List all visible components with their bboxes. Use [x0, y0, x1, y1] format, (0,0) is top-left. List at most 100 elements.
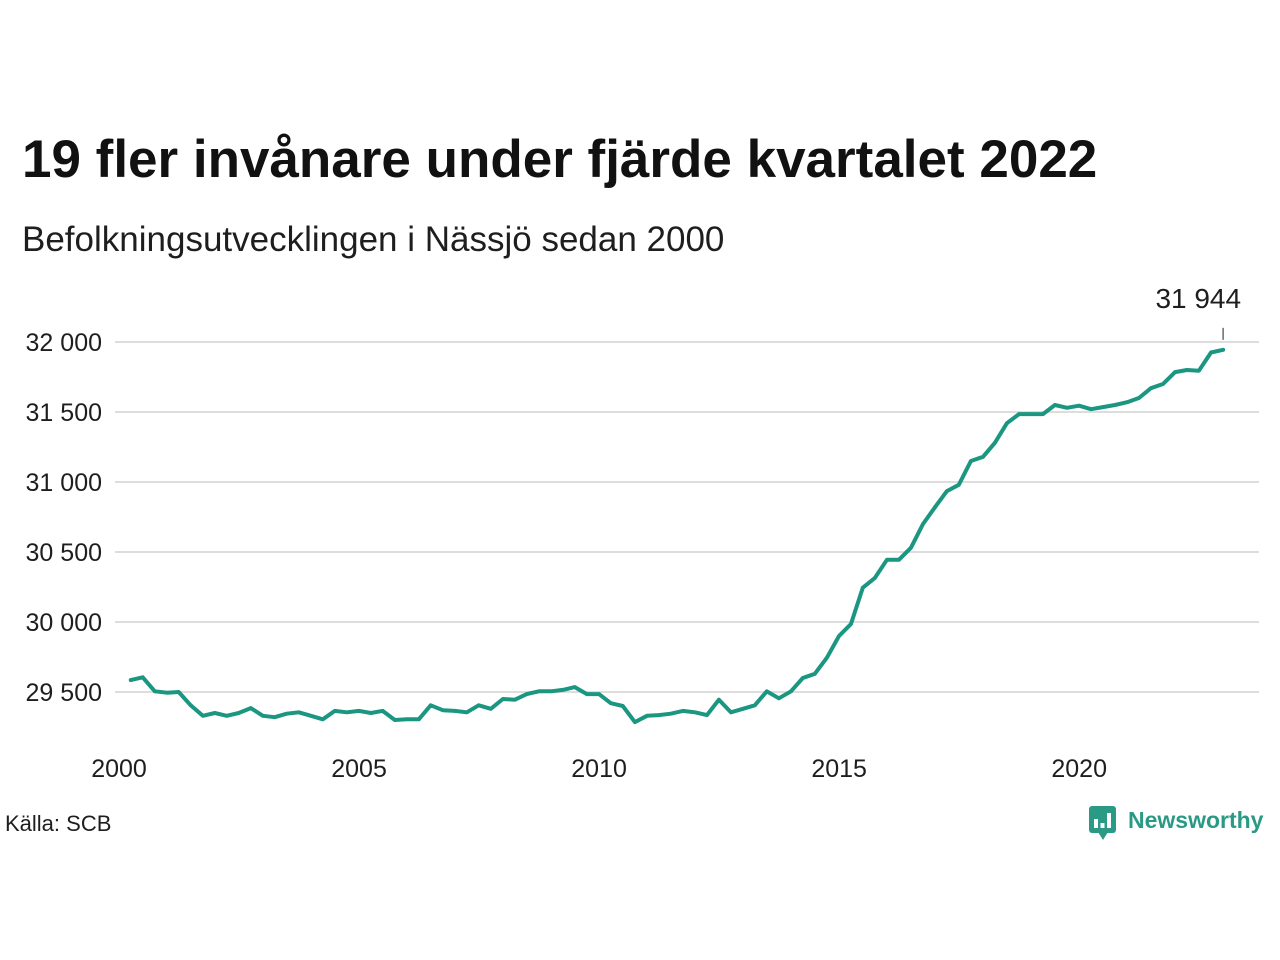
- data-point: [345, 710, 349, 715]
- data-point: [573, 685, 577, 689]
- chart-subtitle: Befolkningsutvecklingen i Nässjö sedan 2…: [22, 220, 725, 259]
- data-point: [585, 692, 589, 696]
- data-point: [525, 692, 529, 696]
- data-point: [213, 711, 217, 715]
- data-point: [1017, 412, 1021, 416]
- y-tick-label: 30 000: [26, 609, 102, 637]
- x-axis-tick-labels: 2000 2005 2010 2015 2020: [91, 755, 1107, 783]
- data-point: [309, 714, 313, 718]
- data-point: [1197, 368, 1201, 373]
- data-point: [357, 709, 361, 713]
- data-point: [657, 713, 661, 717]
- y-tick-label: 30 500: [26, 539, 102, 567]
- data-point: [1065, 406, 1069, 410]
- data-point: [1185, 368, 1189, 372]
- data-point: [176, 690, 181, 694]
- y-gridlines: [115, 341, 1259, 693]
- data-point: [609, 701, 613, 705]
- data-point: [1089, 407, 1093, 412]
- data-point: [261, 714, 265, 718]
- x-tick-label: 2015: [811, 755, 867, 783]
- data-point: [1161, 382, 1165, 386]
- data-point: [777, 696, 781, 701]
- data-point: [393, 718, 397, 722]
- y-tick-label: 31 000: [26, 469, 102, 497]
- logo-bar: [1107, 813, 1111, 828]
- data-point: [1077, 403, 1081, 408]
- data-point: [272, 715, 277, 719]
- x-tick-label: 2010: [571, 755, 627, 783]
- data-point: [380, 709, 385, 713]
- data-point: [188, 703, 193, 708]
- data-point: [165, 690, 169, 695]
- data-point: [765, 689, 769, 694]
- data-point: [645, 714, 649, 718]
- data-point: [921, 522, 925, 526]
- y-tick-label: 31 500: [26, 399, 102, 427]
- series-line: [128, 347, 1226, 725]
- annotation-label: 31 944: [1155, 283, 1241, 314]
- data-point: [1005, 421, 1009, 426]
- data-point: [513, 697, 517, 702]
- data-point: [693, 710, 697, 715]
- data-point: [1029, 412, 1033, 416]
- data-point: [333, 709, 337, 713]
- logo-bubble-tail: [1098, 832, 1108, 840]
- data-point: [297, 710, 301, 715]
- logo-wordmark: Newsworthy: [1128, 806, 1264, 833]
- data-point: [465, 710, 469, 715]
- data-point: [1137, 396, 1141, 400]
- x-tick-label: 2000: [91, 755, 147, 783]
- data-point: [1041, 412, 1045, 416]
- data-point: [1209, 350, 1213, 355]
- data-point: [549, 689, 553, 694]
- data-point: [561, 688, 565, 692]
- data-point: [284, 711, 289, 716]
- data-point: [885, 557, 889, 562]
- x-tick-label: 2020: [1051, 755, 1107, 783]
- data-point: [717, 697, 721, 702]
- data-point: [489, 707, 493, 711]
- data-point: [753, 703, 757, 708]
- data-point: [705, 713, 709, 717]
- data-point: [897, 557, 901, 562]
- annotations: 31 944: [1155, 283, 1241, 340]
- data-point: [1101, 405, 1105, 409]
- data-point: [224, 714, 229, 718]
- data-point: [969, 459, 973, 463]
- data-point: [428, 703, 433, 708]
- data-point: [537, 689, 541, 694]
- data-point: [453, 709, 457, 713]
- data-point: [873, 576, 877, 580]
- data-point: [825, 655, 829, 660]
- data-point: [813, 672, 817, 676]
- data-point: [621, 704, 625, 708]
- logo-bar: [1100, 823, 1105, 828]
- y-tick-label: 32 000: [26, 329, 102, 357]
- data-point: [201, 714, 205, 718]
- data-point: [1053, 403, 1057, 407]
- data-point: [153, 689, 157, 694]
- data-point: [129, 678, 133, 682]
- logo-bubble: [1089, 806, 1116, 833]
- data-point: [993, 441, 997, 445]
- logo-bar: [1094, 819, 1098, 828]
- data-point: [321, 717, 325, 722]
- series-group: [128, 347, 1226, 725]
- data-point: [945, 489, 949, 493]
- data-point: [369, 711, 373, 715]
- data-point: [405, 717, 409, 722]
- data-point: [501, 697, 505, 701]
- data-point: [933, 505, 937, 510]
- data-point: [1113, 403, 1117, 407]
- data-point: [249, 706, 253, 710]
- data-point: [957, 483, 961, 487]
- data-point: [729, 710, 733, 715]
- data-point: [801, 676, 805, 680]
- data-point: [597, 692, 601, 696]
- data-point: [849, 622, 853, 626]
- data-point: [837, 634, 841, 638]
- newsworthy-logo-icon: [1089, 806, 1116, 840]
